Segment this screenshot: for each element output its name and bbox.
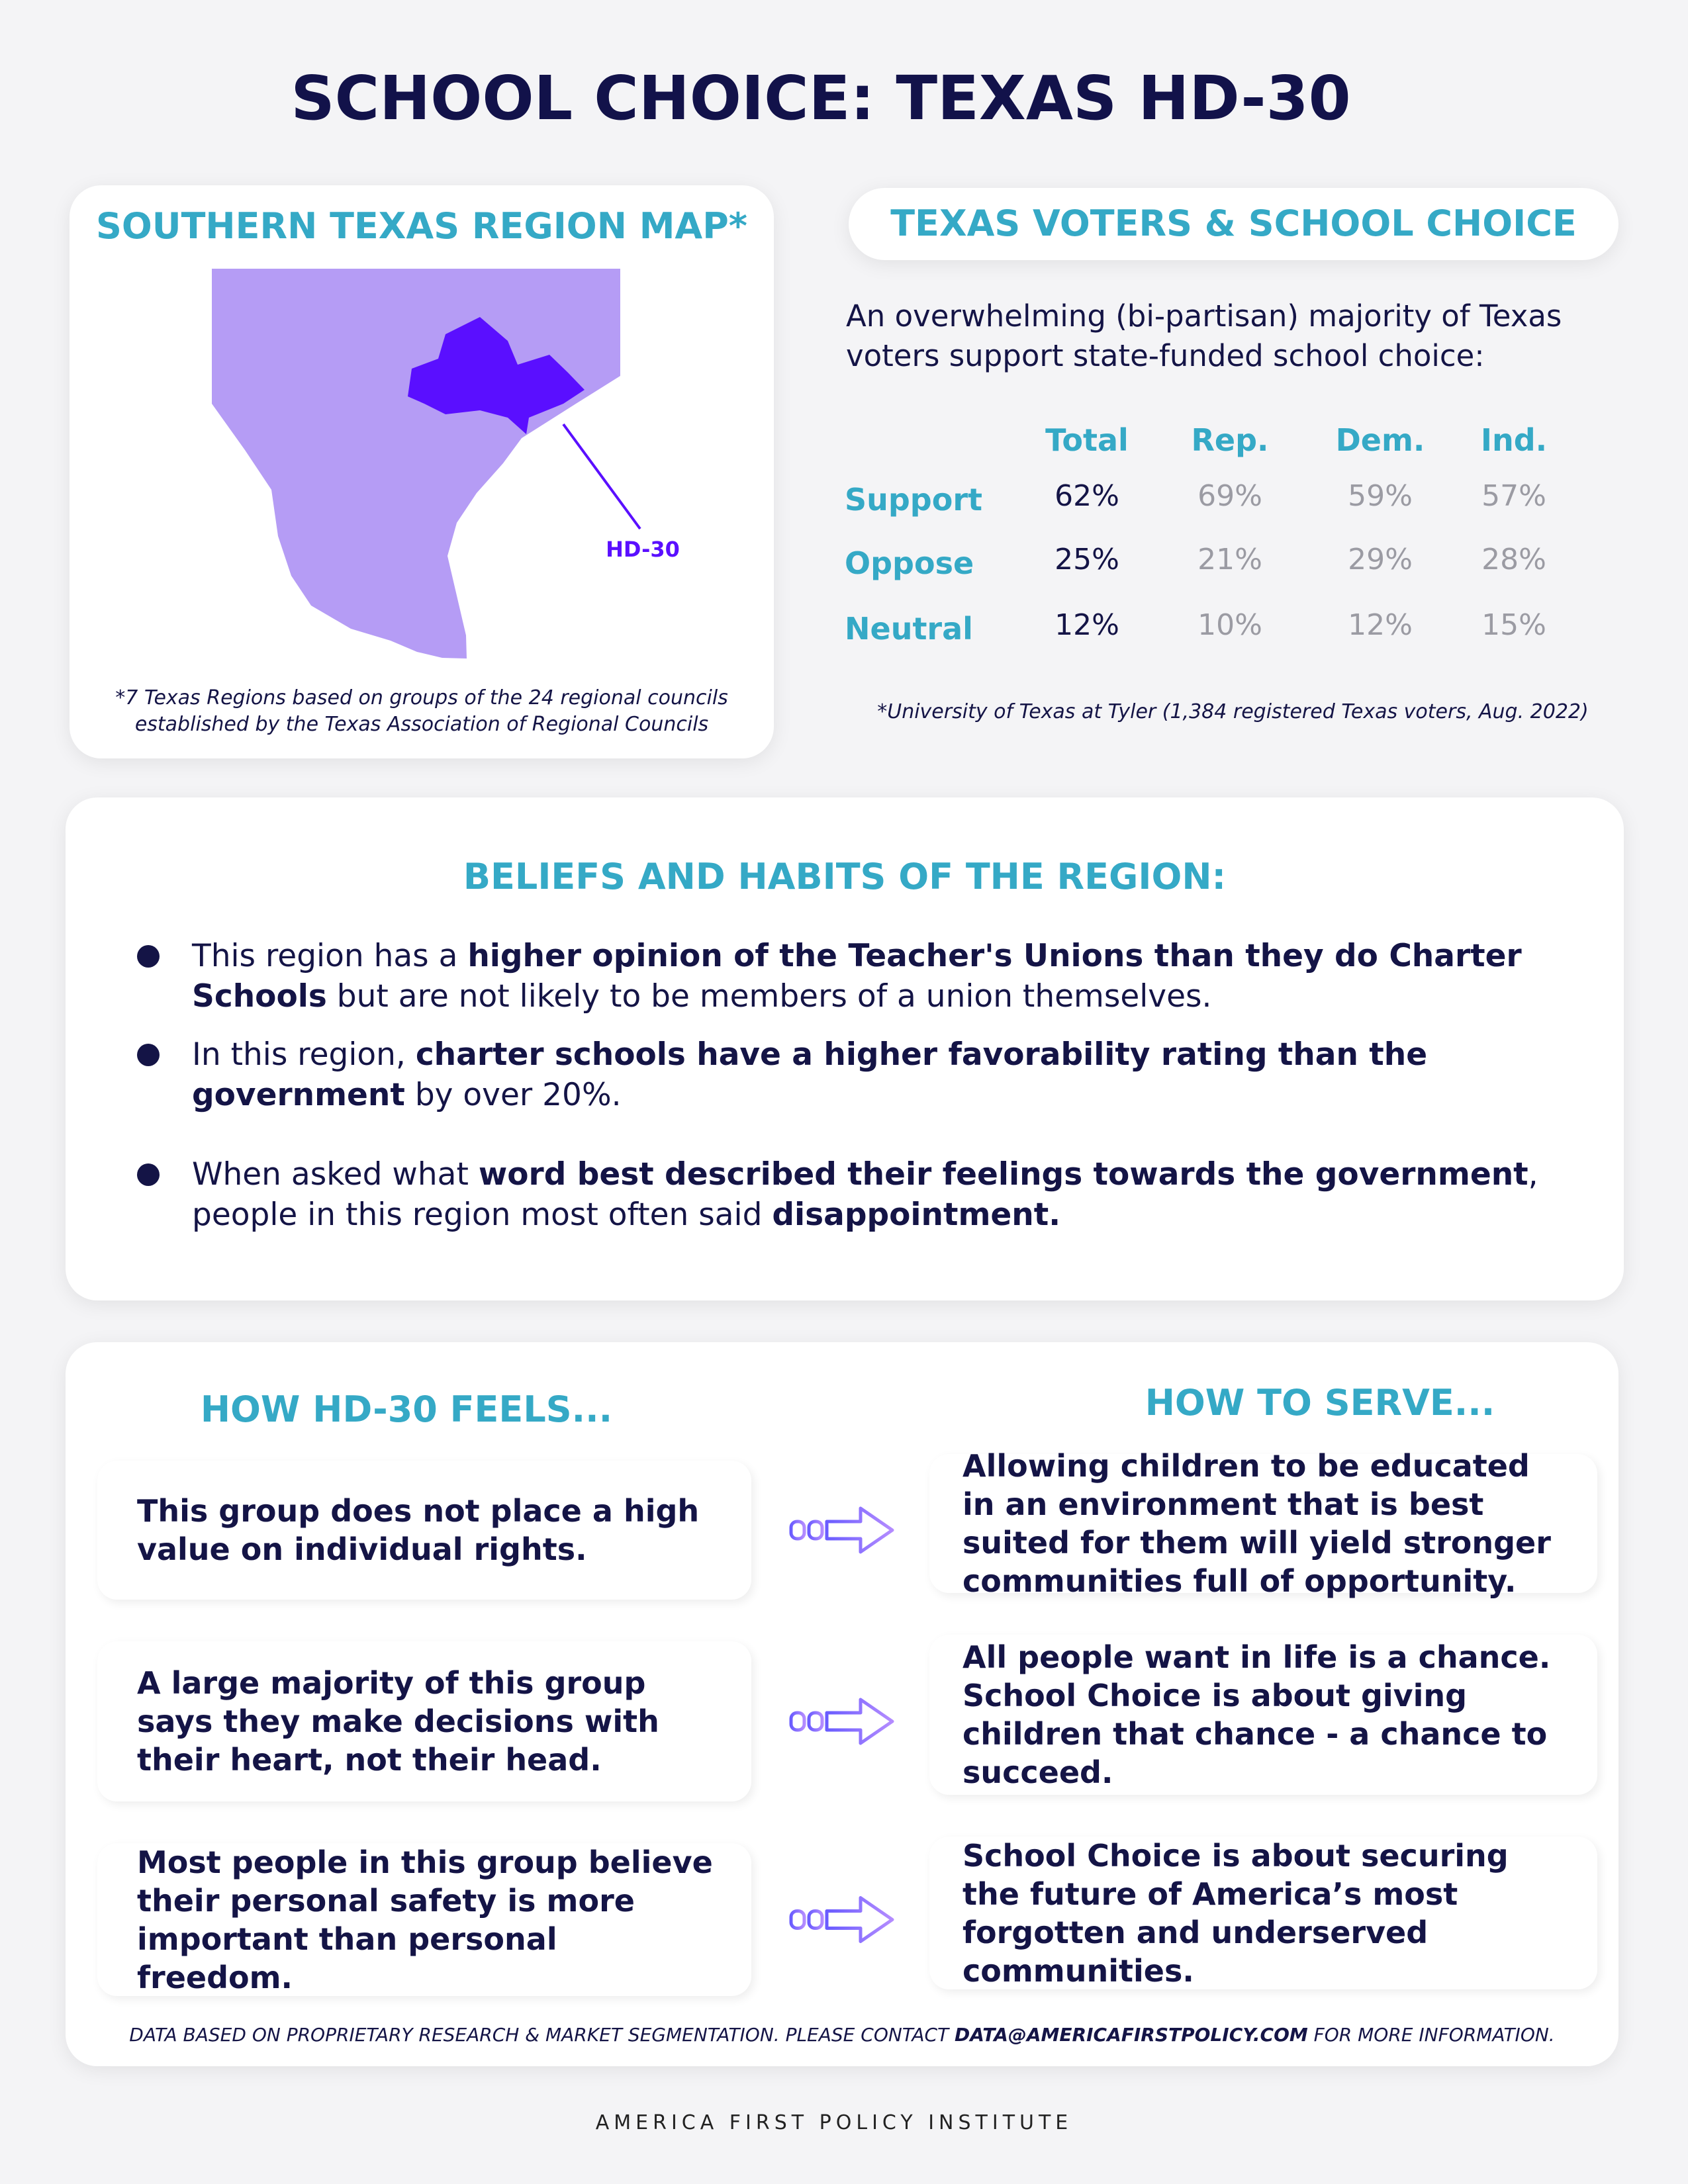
row-label: Neutral (845, 611, 973, 647)
table-cell: 21% (1197, 543, 1262, 576)
text-run: DATA BASED ON PROPRIETARY RESEARCH & MAR… (129, 2024, 955, 2046)
disclaimer: DATA BASED ON PROPRIETARY RESEARCH & MAR… (66, 2024, 1618, 2046)
text-run: higher opinion of the Teacher's Unions t… (192, 938, 1522, 1015)
feels-box: A large majority of this group says they… (97, 1641, 751, 1801)
feels-title: HOW HD-30 FEELS... (200, 1388, 613, 1430)
beliefs-card: BELIEFS AND HABITS OF THE REGION: (66, 797, 1624, 1300)
voters-pill: TEXAS VOTERS & SCHOOL CHOICE (849, 188, 1618, 260)
serve-box: School Choice is about securing the futu… (929, 1837, 1597, 1989)
table-cell: 57% (1481, 479, 1546, 513)
feels-box: This group does not place a high value o… (97, 1461, 751, 1600)
bullet-text: This region has a higher opinion of the … (192, 936, 1569, 1017)
bullet-dot (137, 945, 160, 968)
serve-title: HOW TO SERVE... (1145, 1382, 1495, 1424)
bullet-text: When asked what word best described thei… (192, 1154, 1569, 1235)
serve-box: Allowing children to be educated in an e… (929, 1448, 1597, 1599)
text-run: In this region, (192, 1036, 416, 1073)
table-cell: 28% (1481, 543, 1546, 576)
bullet-text: In this region, charter schools have a h… (192, 1034, 1569, 1115)
voters-title: TEXAS VOTERS & SCHOOL CHOICE (890, 203, 1577, 244)
map-footnote: *7 Texas Regions based on groups of the … (115, 686, 728, 709)
text-run: , people in this region most often said (192, 1156, 1538, 1233)
table-cell: 10% (1197, 608, 1262, 642)
table-cell: 15% (1481, 608, 1546, 642)
table-cell: 12% (1055, 608, 1119, 642)
callout-line (562, 423, 641, 530)
table-cell: 62% (1055, 479, 1119, 513)
text-run: but are not likely to be members of a un… (326, 978, 1212, 1015)
table-cell: 25% (1055, 543, 1119, 576)
source: *University of Texas at Tyler (1,384 reg… (877, 700, 1589, 723)
voters-intro: An overwhelming (bi-partisan) majority o… (846, 298, 1562, 373)
arrow-icon (789, 1896, 894, 1943)
text-run: word best described their feelings towar… (478, 1156, 1528, 1193)
page-title: SCHOOL CHOICE: TEXAS HD-30 (291, 63, 1351, 134)
column-header: Ind. (1480, 422, 1548, 458)
hd30-area (408, 317, 585, 434)
region-map (212, 269, 620, 659)
text-run: When asked what (192, 1156, 479, 1193)
arrow-icon (789, 1698, 894, 1745)
bullet-dot (137, 1163, 160, 1186)
footer-org: AMERICA FIRST POLICY INSTITUTE (595, 2111, 1073, 2134)
table-cell: 69% (1197, 479, 1262, 513)
arrow-icon (789, 1506, 894, 1554)
column-header: Total (1045, 422, 1129, 458)
map-label: HD-30 (606, 537, 680, 562)
beliefs-title: BELIEFS AND HABITS OF THE REGION: (463, 856, 1227, 897)
text-run: disappointment. (772, 1197, 1061, 1233)
map-footnote: established by the Texas Association of … (134, 713, 709, 736)
text-run: This region has a (192, 938, 468, 974)
text-run: DATA@AMERICAFIRSTPOLICY.COM (955, 2024, 1308, 2046)
table-cell: 59% (1348, 479, 1413, 513)
feels-box: Most people in this group believe their … (97, 1843, 751, 1996)
text-run: by over 20%. (404, 1077, 622, 1113)
table-cell: 12% (1348, 608, 1413, 642)
bullet-dot (137, 1044, 160, 1066)
row-label: Support (845, 482, 983, 518)
table-cell: 29% (1348, 543, 1413, 576)
serve-box: All people want in life is a chance. Sch… (929, 1635, 1597, 1795)
text-run: charter schools have a higher favorabili… (192, 1036, 1428, 1113)
row-label: Oppose (845, 545, 974, 581)
column-header: Rep. (1191, 422, 1269, 458)
map-title: SOUTHERN TEXAS REGION MAP* (95, 205, 748, 247)
text-run: FOR MORE INFORMATION. (1307, 2024, 1555, 2046)
column-header: Dem. (1335, 422, 1425, 458)
